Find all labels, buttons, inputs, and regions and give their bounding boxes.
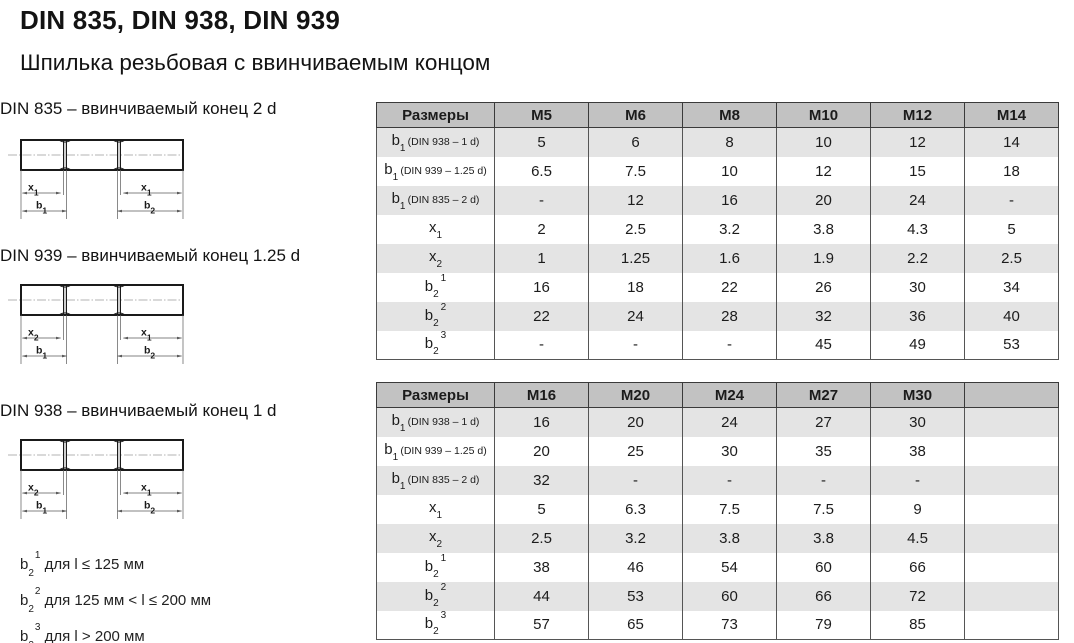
svg-text:b1: b1 xyxy=(36,500,47,516)
svg-text:x2: x2 xyxy=(28,327,39,343)
svg-text:x1: x1 xyxy=(141,482,152,498)
svg-text:b2: b2 xyxy=(144,345,155,361)
svg-text:b1: b1 xyxy=(36,200,47,216)
svg-text:x1: x1 xyxy=(141,327,152,343)
svg-text:x1: x1 xyxy=(141,182,152,198)
svg-text:b2: b2 xyxy=(144,500,155,516)
svg-text:x2: x2 xyxy=(28,482,39,498)
svg-text:b2: b2 xyxy=(144,200,155,216)
svg-text:x1: x1 xyxy=(28,182,39,198)
svg-text:b1: b1 xyxy=(36,345,47,361)
